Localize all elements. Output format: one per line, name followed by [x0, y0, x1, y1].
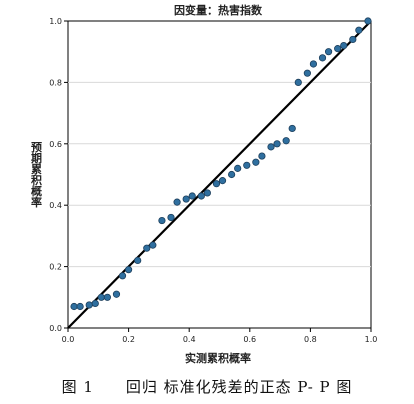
- figure-caption: 图 1 回归 标准化残差的正态 P- P 图: [61, 378, 353, 396]
- data-point: [143, 244, 151, 252]
- y-tick-label: 0.6: [49, 140, 62, 149]
- data-point: [173, 198, 181, 206]
- data-point: [158, 216, 166, 225]
- data-point: [70, 302, 78, 311]
- data-point: [125, 266, 133, 274]
- data-point: [309, 60, 318, 68]
- x-axis-ticks: 0.0 0.2 0.4 0.6 0.8 1.0: [62, 328, 378, 344]
- data-point: [197, 192, 205, 200]
- x-axis-label: 实测累积概率: [185, 351, 251, 365]
- data-point: [349, 35, 357, 44]
- data-point: [103, 293, 111, 301]
- chart-title: 因变量：热害指数: [174, 3, 263, 17]
- data-point: [267, 143, 275, 151]
- reference-line: [67, 20, 372, 329]
- data-point: [258, 152, 266, 160]
- y-tick-label: 0.2: [49, 263, 62, 272]
- x-tick-label: 0.4: [183, 335, 196, 344]
- data-point: [97, 293, 105, 301]
- data-point: [294, 78, 302, 87]
- data-point: [167, 213, 175, 222]
- data-point: [288, 124, 296, 133]
- y-tick-label: 0.0: [49, 324, 62, 333]
- y-tick-label: 1.0: [49, 17, 62, 26]
- data-point: [112, 290, 121, 298]
- data-point: [303, 69, 311, 77]
- data-point: [134, 256, 142, 265]
- data-point: [252, 158, 260, 166]
- x-tick-label: 0.2: [122, 335, 135, 344]
- data-point: [188, 192, 196, 200]
- data-points: [70, 17, 372, 311]
- data-point: [324, 48, 333, 56]
- data-point: [203, 189, 211, 197]
- data-point: [228, 170, 236, 179]
- x-tick-label: 0.6: [243, 335, 256, 344]
- x-tick-label: 0.8: [304, 335, 317, 344]
- data-point: [149, 241, 157, 249]
- data-point: [91, 299, 99, 308]
- y-tick-label: 0.8: [49, 78, 62, 87]
- data-point: [182, 195, 190, 203]
- y-axis-label: 预期累积概率: [30, 140, 43, 208]
- x-tick-label: 0.0: [62, 335, 75, 344]
- data-point: [76, 302, 84, 311]
- y-tick-label: 0.4: [49, 201, 62, 210]
- data-point: [273, 140, 281, 148]
- data-point: [318, 54, 327, 62]
- data-point: [118, 272, 127, 280]
- data-point: [85, 301, 93, 309]
- y-axis-ticks: 0.0 0.2 0.4 0.6 0.8 1.0: [49, 17, 68, 333]
- data-point: [282, 137, 290, 145]
- pp-plot: 因变量：热害指数 0.0 0.2 0.4 0.6 0.8 1.0 0.0 0.2 0.4 0.6…: [30, 3, 378, 365]
- data-point: [234, 164, 242, 172]
- data-point: [212, 180, 221, 188]
- data-point: [218, 177, 227, 185]
- data-point: [340, 41, 348, 50]
- data-point: [334, 45, 342, 53]
- x-tick-label: 1.0: [365, 335, 378, 344]
- data-point: [364, 17, 372, 25]
- data-point: [243, 161, 251, 169]
- data-point: [355, 26, 363, 34]
- gridlines: [68, 81, 371, 268]
